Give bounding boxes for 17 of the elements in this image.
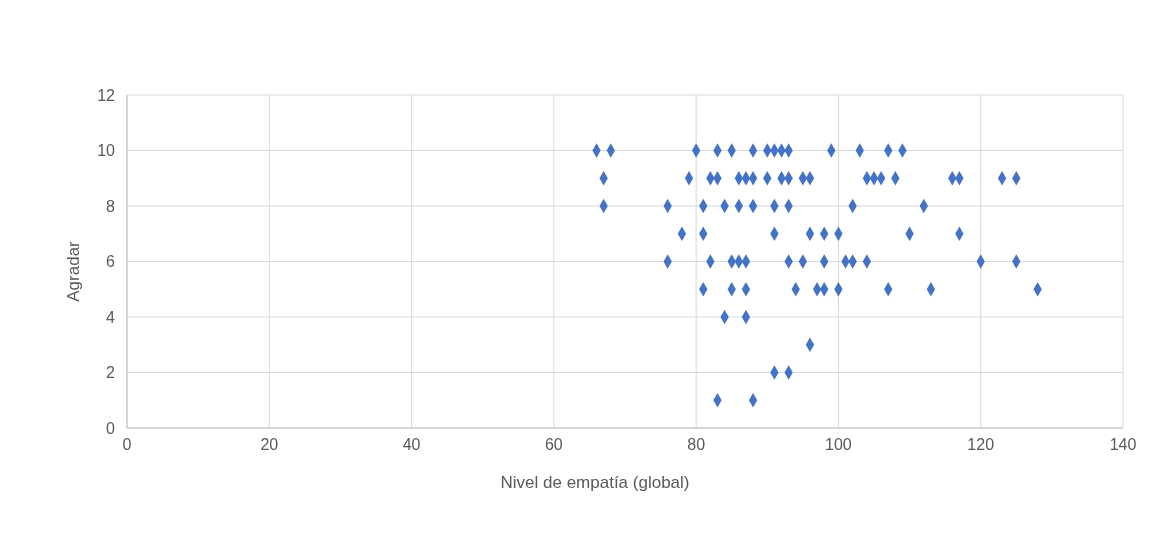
y-tick-label: 2 [106, 364, 116, 382]
x-tick-label: 120 [967, 436, 995, 453]
x-tick-label: 100 [825, 436, 852, 453]
x-axis-title: Nivel de empatía (global) [500, 473, 690, 492]
y-tick-label: 0 [106, 419, 116, 437]
x-tick-label: 60 [544, 436, 563, 453]
y-tick-label: 10 [97, 142, 116, 160]
y-tick-label: 12 [97, 86, 116, 104]
x-tick-label: 80 [687, 436, 706, 453]
y-tick-label: 8 [106, 197, 116, 215]
y-axis-title: Agradar [64, 240, 83, 302]
x-tick-label: 20 [260, 436, 279, 453]
y-tick-label: 6 [106, 253, 116, 271]
x-tick-label: 40 [402, 436, 421, 453]
y-tick-label: 4 [106, 308, 116, 326]
x-tick-label: 0 [122, 436, 132, 453]
x-tick-label: 140 [1109, 436, 1137, 453]
